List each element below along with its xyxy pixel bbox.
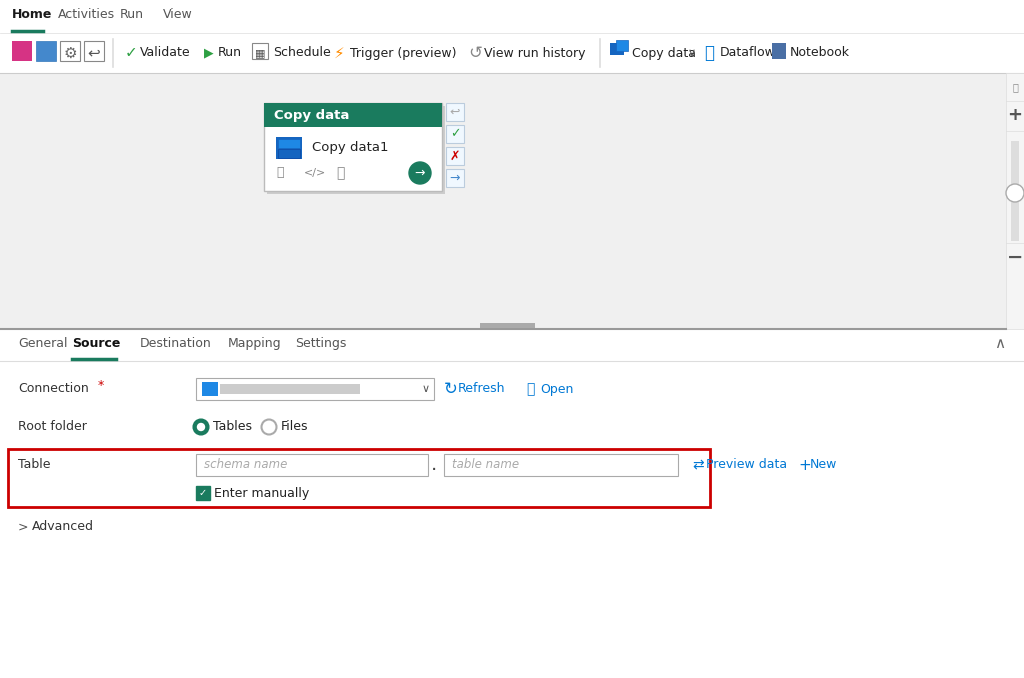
Text: Connection: Connection [18, 382, 89, 395]
Text: Files: Files [281, 420, 308, 433]
Circle shape [194, 420, 209, 435]
Text: .: . [431, 456, 437, 475]
Text: Preview data: Preview data [706, 458, 787, 471]
Text: *: * [98, 378, 104, 391]
Bar [252, 43, 268, 59]
Text: Source: Source [72, 337, 121, 350]
Bar [0, 0, 1024, 33]
Bar [1011, 141, 1019, 241]
Bar [220, 384, 360, 394]
Bar [60, 41, 80, 61]
Bar [616, 40, 628, 51]
Text: Table: Table [18, 458, 50, 471]
Bar [772, 43, 786, 59]
Text: View: View [163, 8, 193, 21]
Text: Open: Open [540, 382, 573, 395]
Text: ⑂: ⑂ [705, 44, 714, 62]
Text: Schedule: Schedule [273, 47, 331, 60]
Text: ↩: ↩ [88, 45, 100, 60]
Bar [446, 103, 464, 121]
Text: →: → [450, 172, 460, 184]
Text: Run: Run [218, 47, 242, 60]
Text: ∧: ∧ [994, 336, 1005, 351]
Bar [444, 454, 678, 476]
Text: ⚡: ⚡ [334, 45, 345, 60]
Bar [264, 103, 442, 127]
Text: Tables: Tables [213, 420, 252, 433]
Bar [446, 125, 464, 143]
Text: Run: Run [120, 8, 144, 21]
Text: Dataflow: Dataflow [720, 47, 776, 60]
Text: ✓: ✓ [450, 127, 460, 140]
Text: schema name: schema name [204, 458, 288, 471]
Text: Copy data: Copy data [632, 47, 696, 60]
Bar [196, 486, 210, 500]
Bar [446, 147, 464, 165]
Bar [0, 73, 1024, 329]
Text: ↻: ↻ [444, 380, 458, 398]
Text: ↩: ↩ [450, 106, 460, 119]
Text: +: + [1008, 106, 1023, 124]
Text: Trigger (preview): Trigger (preview) [350, 47, 457, 60]
Text: ↺: ↺ [468, 44, 482, 62]
Text: </>: </> [304, 168, 327, 178]
Circle shape [198, 424, 205, 431]
Text: >: > [18, 521, 29, 534]
Text: ▦: ▦ [255, 48, 265, 58]
Bar [84, 41, 104, 61]
Text: Enter manually: Enter manually [214, 487, 309, 500]
Bar [446, 169, 464, 187]
Text: Advanced: Advanced [32, 521, 94, 534]
Bar [267, 106, 445, 194]
Text: −: − [1007, 247, 1023, 266]
Text: ⇄: ⇄ [692, 458, 703, 472]
Text: Activities: Activities [58, 8, 115, 21]
Text: Home: Home [12, 8, 52, 21]
Bar [264, 103, 442, 191]
Text: →: → [415, 167, 425, 180]
Text: Mapping: Mapping [228, 337, 282, 350]
Bar [196, 454, 428, 476]
Text: ⧉: ⧉ [336, 166, 344, 180]
Circle shape [409, 162, 431, 184]
Bar [276, 137, 302, 159]
Text: Copy data: Copy data [274, 108, 349, 121]
Text: ✓: ✓ [125, 45, 138, 60]
Circle shape [261, 420, 276, 435]
Text: ✓: ✓ [199, 488, 207, 498]
Bar [0, 33, 1024, 73]
Bar [202, 382, 218, 396]
Bar [278, 139, 300, 148]
Text: Destination: Destination [140, 337, 212, 350]
Text: Root folder: Root folder [18, 420, 87, 433]
Text: Copy data1: Copy data1 [312, 140, 388, 153]
Bar [12, 41, 32, 61]
Bar [278, 149, 300, 158]
Text: General: General [18, 337, 68, 350]
Bar [1006, 73, 1024, 329]
Text: ∨: ∨ [688, 48, 696, 58]
Text: New: New [810, 458, 838, 471]
Text: Notebook: Notebook [790, 47, 850, 60]
Text: ✗: ✗ [450, 150, 460, 163]
Text: ⚙: ⚙ [63, 45, 77, 60]
Bar [610, 43, 624, 55]
Text: 🗑: 🗑 [276, 167, 284, 180]
Bar [196, 378, 434, 400]
Bar [0, 329, 1024, 678]
Text: ⎘: ⎘ [526, 382, 535, 396]
Text: ▶: ▶ [204, 47, 214, 60]
Bar [8, 449, 710, 507]
Text: table name: table name [452, 458, 519, 471]
Text: View run history: View run history [484, 47, 586, 60]
Bar [36, 41, 56, 61]
Text: 🔍: 🔍 [1012, 82, 1018, 92]
Text: Settings: Settings [295, 337, 346, 350]
Text: Refresh: Refresh [458, 382, 506, 395]
Text: ∨: ∨ [422, 384, 430, 394]
Text: +: + [798, 458, 811, 473]
Text: Validate: Validate [140, 47, 190, 60]
Bar [480, 323, 535, 328]
Circle shape [1006, 184, 1024, 202]
